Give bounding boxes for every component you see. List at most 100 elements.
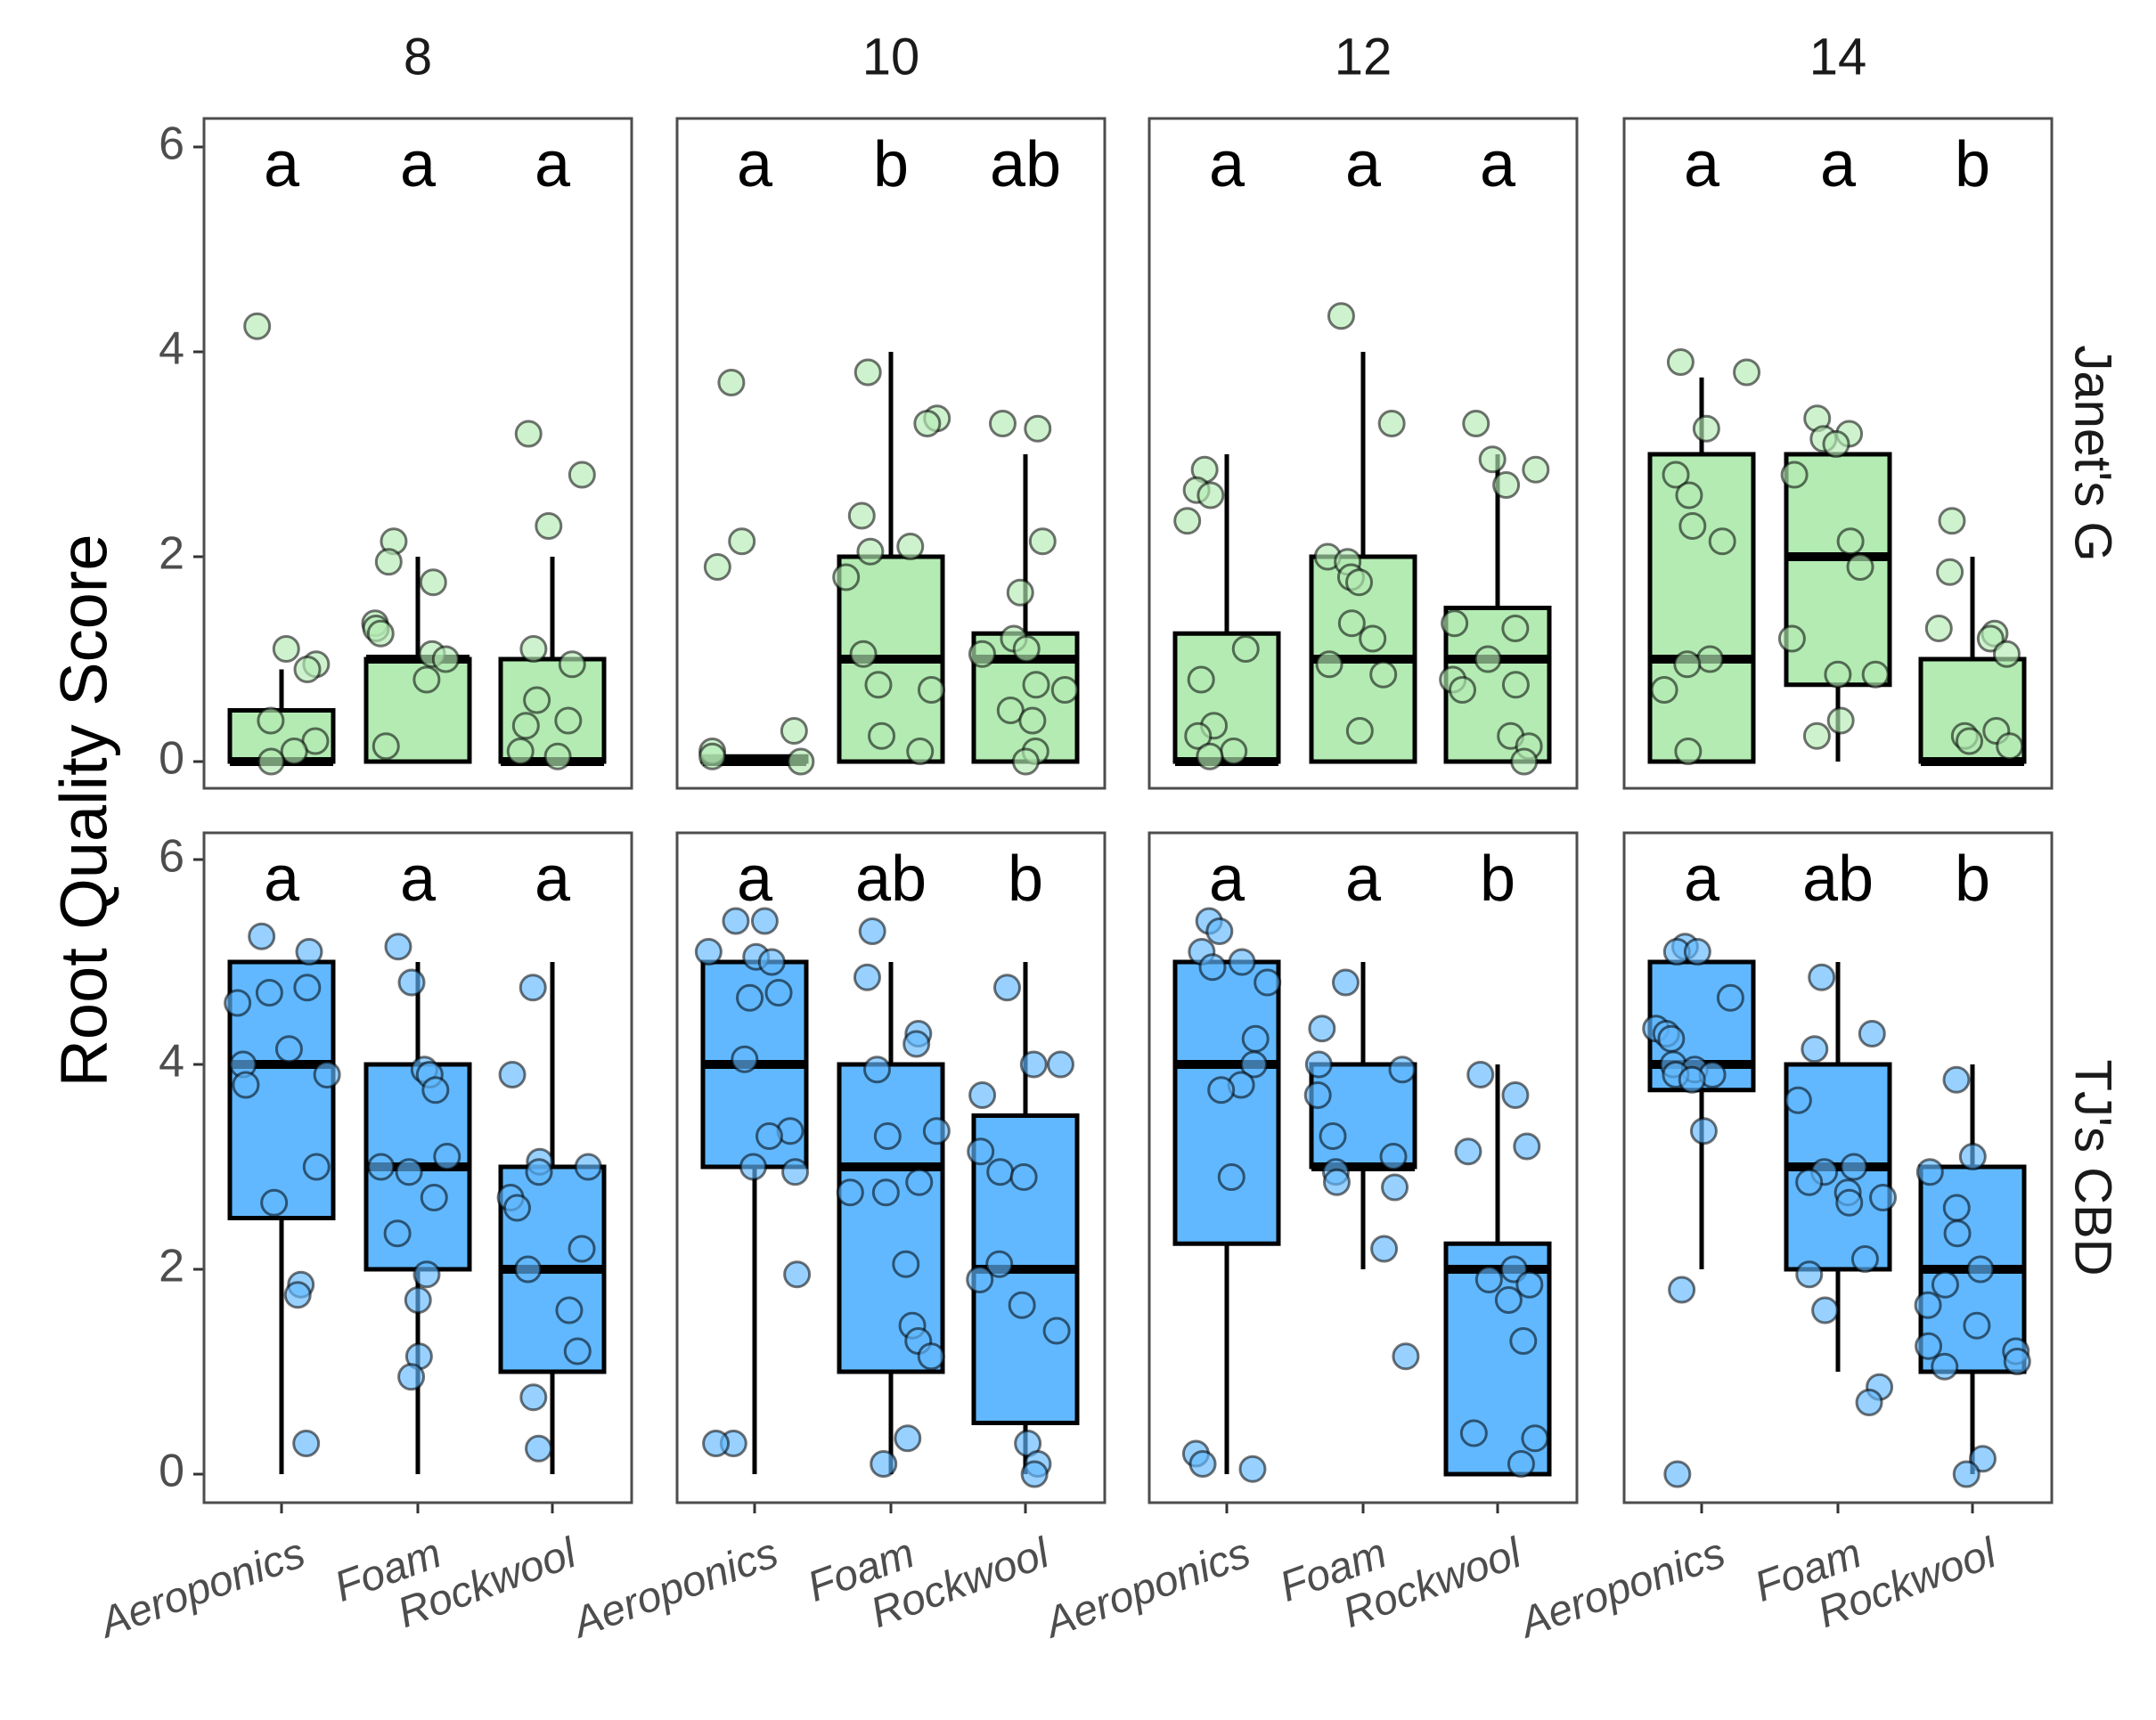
data-point (1673, 650, 1702, 679)
data-point (764, 979, 793, 1007)
data-point (1784, 1086, 1812, 1114)
data-point (1915, 1158, 1944, 1186)
data-point (1239, 1050, 1268, 1079)
iqr-box (1647, 452, 1756, 764)
data-point (295, 938, 323, 966)
data-point (302, 1153, 331, 1181)
data-point (1501, 615, 1530, 642)
y-tick-label: 4 (159, 323, 184, 375)
data-point (1392, 1342, 1420, 1371)
data-point (543, 742, 572, 770)
data-point (1663, 1460, 1692, 1488)
data-point (1958, 1143, 1987, 1170)
data-point (1231, 635, 1260, 663)
data-point (255, 979, 283, 1007)
data-point (525, 1158, 553, 1186)
data-point (1942, 1065, 1971, 1094)
data-point (1777, 624, 1806, 653)
data-point (873, 1122, 902, 1150)
data-point (1322, 1168, 1351, 1196)
data-point (1795, 1260, 1824, 1289)
y-axis-title: Root Quality Score (47, 534, 121, 1087)
data-point (1188, 1450, 1217, 1478)
data-point (1515, 1270, 1544, 1299)
data-point (1369, 660, 1398, 689)
data-point (293, 974, 322, 1002)
data-point (1683, 938, 1711, 966)
box-aeroponics (1647, 348, 1761, 765)
data-point (383, 1219, 412, 1248)
data-point (1689, 1117, 1718, 1145)
data-point (1009, 1163, 1038, 1191)
data-point (274, 1035, 303, 1064)
data-point (832, 563, 861, 591)
data-point (1780, 461, 1809, 489)
data-point (853, 358, 882, 387)
data-point (1474, 645, 1502, 673)
data-point (519, 974, 547, 1002)
data-point (1315, 650, 1343, 679)
iqr-box (1784, 452, 1892, 688)
box-aeroponics (227, 312, 336, 776)
y-tick-label: 4 (159, 1036, 184, 1088)
data-point (1858, 1020, 1886, 1047)
data-point (1824, 660, 1852, 689)
data-point (1510, 747, 1539, 776)
data-point (722, 907, 750, 935)
significance-letter: b (1008, 844, 1043, 915)
data-point (728, 527, 756, 556)
data-point (1019, 1050, 1048, 1079)
data-point (1826, 706, 1855, 735)
data-point (554, 706, 583, 735)
data-point (555, 1296, 584, 1325)
data-point (913, 410, 942, 437)
data-point (871, 1178, 900, 1207)
significance-letter: a (535, 129, 571, 200)
data-point (568, 1235, 596, 1263)
data-point (1650, 676, 1678, 704)
data-point (856, 537, 885, 566)
data-point (1462, 410, 1490, 437)
data-point (870, 1450, 898, 1478)
data-point (1370, 1235, 1399, 1263)
data-point (1478, 445, 1507, 474)
data-point (260, 1188, 289, 1217)
data-point (1507, 1450, 1535, 1478)
data-point (272, 635, 300, 663)
data-point (502, 1194, 531, 1222)
data-point (1494, 1286, 1523, 1314)
significance-letter: a (400, 844, 437, 915)
data-point (1869, 1184, 1898, 1211)
data-point (863, 1056, 892, 1084)
data-point (257, 706, 285, 735)
data-point (1006, 578, 1034, 607)
data-point (1308, 1015, 1336, 1043)
data-point (1449, 676, 1477, 704)
data-point (1187, 665, 1215, 694)
box-aeroponics (698, 369, 815, 776)
data-point (1331, 968, 1360, 997)
data-point (313, 1061, 341, 1088)
data-point (1319, 1122, 1347, 1150)
data-point (902, 1030, 931, 1058)
box-rockwool (1914, 1064, 2031, 1488)
panel-janetsg-10: a b ab (675, 117, 1107, 790)
data-point (1657, 1024, 1686, 1053)
data-point (366, 619, 395, 648)
data-point (849, 640, 878, 668)
y-tick-label: 2 (159, 1241, 184, 1292)
data-point (431, 645, 460, 673)
data-point (968, 640, 996, 668)
data-point (986, 1158, 1015, 1186)
data-point (1046, 1050, 1074, 1079)
data-point (397, 1363, 426, 1391)
data-point (1666, 348, 1695, 376)
strip-label-col-14: 14 (1809, 28, 1867, 86)
data-point (506, 738, 535, 765)
strip-label-row-1: Janet's G (2064, 345, 2122, 561)
data-point (525, 1434, 553, 1463)
